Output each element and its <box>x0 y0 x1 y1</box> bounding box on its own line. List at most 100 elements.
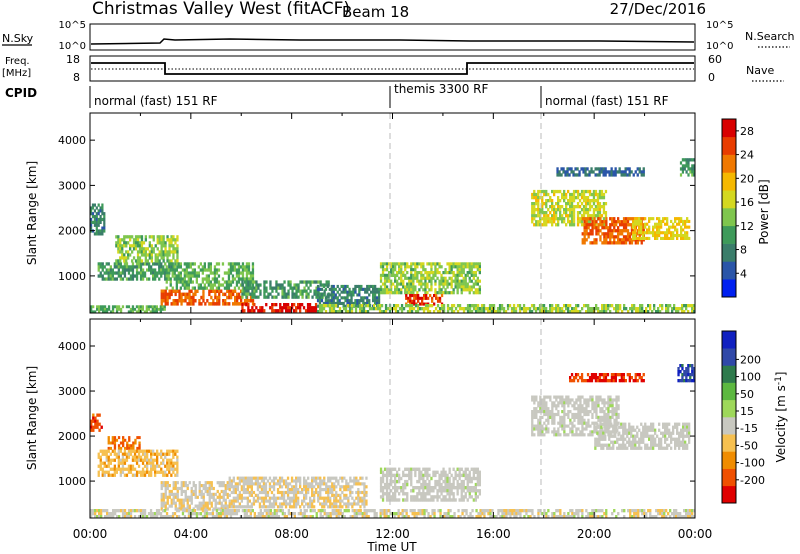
data-cell <box>614 170 617 174</box>
data-cell <box>236 485 239 489</box>
data-cell <box>381 486 385 490</box>
data-cell <box>572 196 576 200</box>
data-cell <box>541 196 544 200</box>
data-cell <box>328 293 331 297</box>
data-cell <box>111 438 114 442</box>
data-cell <box>132 244 136 248</box>
data-cell <box>146 455 149 459</box>
data-cell <box>440 304 444 308</box>
data-cell <box>208 289 211 293</box>
data-cell <box>351 479 354 483</box>
data-cell <box>478 479 481 484</box>
data-cell <box>280 493 284 497</box>
data-cell <box>238 292 241 297</box>
data-cell <box>446 307 450 311</box>
data-cell <box>397 515 400 519</box>
data-cell <box>203 265 206 269</box>
data-cell <box>99 464 102 468</box>
data-cell <box>431 512 434 516</box>
data-cell <box>91 206 95 210</box>
data-cell <box>418 307 422 311</box>
data-cell <box>119 461 122 465</box>
data-cell <box>97 455 100 459</box>
data-cell <box>295 493 298 497</box>
data-cell <box>363 515 366 519</box>
data-cell <box>398 486 401 490</box>
data-cell <box>180 295 183 300</box>
data-cell <box>244 496 247 500</box>
data-cell <box>686 225 689 229</box>
data-cell <box>428 486 431 490</box>
data-cell <box>537 509 540 513</box>
data-cell <box>470 486 473 490</box>
data-cell <box>156 470 159 474</box>
data-cell <box>323 476 326 480</box>
data-cell <box>422 476 425 481</box>
data-cell <box>446 486 449 490</box>
data-cell <box>205 268 208 272</box>
colorbar-swatch <box>722 172 736 191</box>
data-cell <box>333 482 336 486</box>
data-cell <box>532 304 536 308</box>
data-cell <box>243 292 246 296</box>
data-cell <box>90 422 93 426</box>
data-cell <box>339 488 342 492</box>
data-cell <box>149 512 153 516</box>
data-cell <box>688 219 691 223</box>
data-cell <box>154 253 157 257</box>
data-cell <box>444 476 447 481</box>
data-cell <box>318 293 322 297</box>
data-cell <box>416 276 419 280</box>
data-cell <box>472 282 475 286</box>
data-cell <box>136 235 140 239</box>
data-cell <box>366 287 369 291</box>
data-cell <box>324 301 328 305</box>
data-cell <box>691 170 694 174</box>
data-cell <box>123 509 127 513</box>
data-cell <box>444 279 447 283</box>
data-cell <box>272 488 276 492</box>
data-cell <box>664 234 667 238</box>
data-cell <box>388 273 391 277</box>
data-cell <box>237 277 241 281</box>
data-cell <box>311 476 314 480</box>
data-cell <box>204 504 207 508</box>
data-cell <box>160 470 163 474</box>
data-cell <box>98 428 101 432</box>
data-cell <box>123 265 127 269</box>
data-cell <box>276 496 280 500</box>
data-cell <box>183 509 187 513</box>
data-cell <box>170 489 173 494</box>
data-cell <box>586 196 590 200</box>
data-cell <box>414 268 417 272</box>
data-cell <box>229 271 233 275</box>
data-cell <box>398 282 401 286</box>
data-cell <box>573 512 576 516</box>
data-cell <box>470 288 473 292</box>
data-cell <box>170 467 173 471</box>
data-cell <box>96 305 99 309</box>
data-cell <box>266 499 270 503</box>
y-tick-label: 3000 <box>58 179 86 192</box>
data-cell <box>610 173 613 177</box>
data-cell <box>213 515 217 519</box>
data-cell <box>551 304 554 308</box>
data-cell <box>666 228 669 232</box>
data-cell <box>439 515 442 519</box>
data-cell <box>584 189 588 194</box>
data-cell <box>404 285 407 289</box>
data-cell <box>603 235 606 239</box>
data-cell <box>111 271 114 275</box>
data-cell <box>319 485 322 489</box>
data-cell <box>564 173 567 177</box>
data-cell <box>390 498 393 502</box>
data-cell <box>367 509 370 513</box>
data-cell <box>660 231 663 235</box>
data-cell <box>275 295 278 299</box>
data-cell <box>283 286 286 290</box>
data-cell <box>244 479 247 483</box>
data-cell <box>633 512 636 516</box>
data-cell <box>674 219 677 223</box>
data-cell <box>428 482 431 487</box>
data-cell <box>611 304 614 308</box>
